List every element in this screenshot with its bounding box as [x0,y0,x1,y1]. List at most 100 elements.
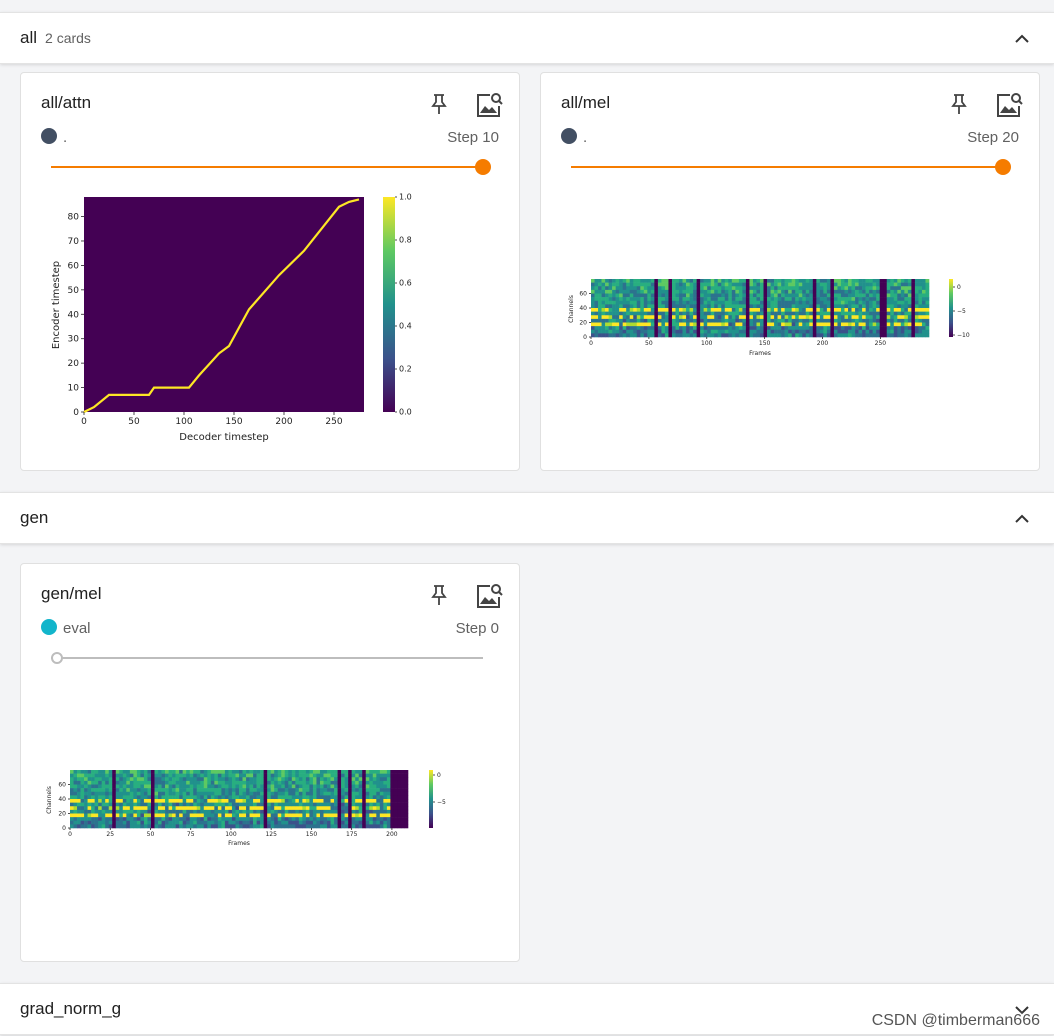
spectrogram-cell [312,780,317,785]
spectrogram-cell [351,773,356,778]
spectrogram-cell [221,817,226,822]
spectrogram-cell [710,333,715,338]
run-name: eval [63,620,91,637]
spectrogram-cell [840,326,845,331]
spectrogram-cell [904,289,909,294]
spectrogram-cell [858,311,863,316]
spectrogram-cell [763,304,768,309]
image-settings-icon[interactable] [475,91,503,119]
chevron-up-icon[interactable] [1012,509,1032,529]
spectrogram-cell [281,817,286,822]
spectrogram-cell [122,777,127,782]
spectrogram-cell [770,304,775,309]
spectrogram-cell [73,799,78,803]
group-header-gen[interactable]: gen [0,492,1054,544]
spectrogram-cell [348,773,352,778]
group-header-all[interactable]: all 2 cards [0,12,1054,64]
spectrogram-cell [400,799,405,803]
spectrogram-cell [629,300,634,305]
y-tick-label: 40 [68,310,80,320]
x-tick-label: 50 [147,831,155,838]
spectrogram-cell [158,806,162,811]
spectrogram-cell [883,289,888,294]
spectrogram-cell [819,293,824,298]
spectrogram-cell [911,326,916,331]
spectrogram-cell [235,799,240,803]
spectrogram-cell [365,809,370,814]
spectrogram-cell [848,326,852,331]
spectrogram-cell [900,282,905,287]
slider-thumb[interactable] [51,652,63,664]
spectrogram-cell [337,813,342,818]
spectrogram-cell [161,777,166,782]
spectrogram-cell [284,795,289,800]
x-axis-label: Frames [228,840,250,847]
spectrogram-cell [657,308,662,312]
spectrogram-cell [700,322,704,327]
y-tick-label: 10 [68,384,80,394]
spectrogram-cell [393,780,398,785]
spectrogram-cell [714,308,719,312]
spectrogram-cell [717,311,722,316]
slider-thumb[interactable] [475,159,491,175]
spectrogram-cell [756,333,761,338]
spectrogram-cell [826,333,831,338]
spectrogram-cell [158,799,162,803]
spectrogram-cell [84,777,88,782]
spectrogram-cell [231,806,236,811]
spectrogram-cell [98,795,102,800]
spectrogram-cell [77,784,81,789]
spectrogram-cell [883,282,888,287]
spectrogram-cell [263,773,268,778]
spectrogram-cell [94,788,99,793]
spectrogram-cell [756,315,761,320]
spectrogram-cell [872,318,877,323]
spectrogram-cell [231,809,236,814]
spectrogram-cell [876,311,881,316]
spectrogram-cell [210,809,215,814]
spectrogram-cell [358,784,363,789]
spectrogram-cell [337,806,342,811]
spectrogram-cell [907,322,912,327]
chevron-up-icon[interactable] [1012,29,1032,49]
pin-icon[interactable] [429,584,449,606]
spectrogram-cell [784,304,789,309]
chevron-down-icon[interactable] [1012,1000,1032,1020]
spectrogram-cell [925,282,930,287]
spectrogram-cell [98,784,102,789]
spectrogram-cell [242,820,247,825]
spectrogram-cell [686,300,690,305]
spectrogram-cell [267,806,271,811]
spectrogram-cell [858,329,863,334]
spectrogram-cell [379,809,384,814]
step-slider[interactable] [51,159,491,175]
spectrogram-cell [921,315,926,320]
image-settings-icon[interactable] [995,91,1023,119]
spectrogram-cell [267,780,271,785]
spectrogram-cell [203,770,208,774]
spectrogram-cell [136,813,141,818]
spectrogram-cell [129,777,134,782]
spectrogram-cell [319,795,324,800]
spectrogram-cell [189,809,194,814]
spectrogram-cell [302,809,307,814]
x-tick-label: 200 [386,831,398,838]
spectrogram-cell [738,318,743,323]
spectrogram-cell [876,308,881,312]
image-settings-icon[interactable] [475,582,503,610]
spectrogram-cell [735,297,740,302]
step-slider[interactable] [51,650,491,666]
spectrogram-cell [844,279,849,283]
spectrogram-cell [731,289,736,294]
spectrogram-cell [224,784,229,789]
group-header-grad-norm-g[interactable]: grad_norm_g [0,983,1054,1035]
spectrogram-cell [365,777,370,782]
slider-thumb[interactable] [995,159,1011,175]
step-slider[interactable] [571,159,1011,175]
spectrogram-cell [671,311,676,316]
spectrogram-cell [805,300,810,305]
spectrogram-cell [154,773,159,778]
pin-icon[interactable] [429,93,449,115]
pin-icon[interactable] [949,93,969,115]
spectrogram-cell [710,318,715,323]
